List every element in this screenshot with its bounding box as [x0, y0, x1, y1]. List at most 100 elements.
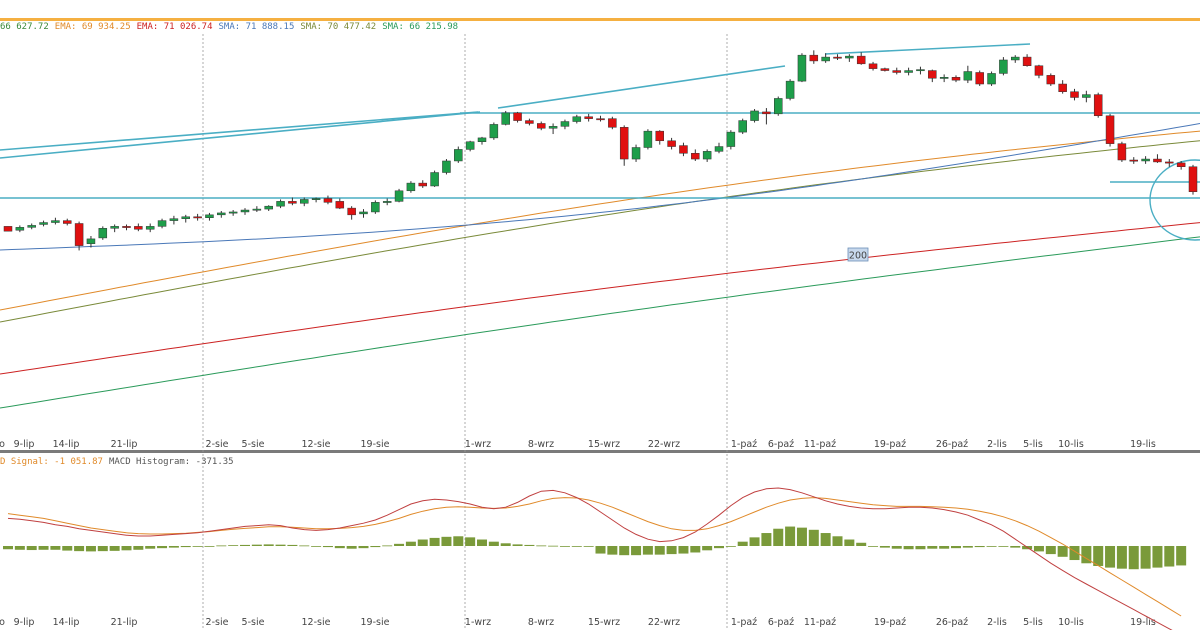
macd-hist-bar-80 [951, 546, 961, 549]
candle-body-69 [821, 56, 830, 62]
macd-hist-bar-14 [168, 546, 179, 548]
macd-hist-bar-74 [879, 546, 890, 548]
macd-hist-bar-8 [97, 546, 108, 552]
candle-body-35 [418, 182, 427, 187]
candle-body-18 [217, 212, 226, 216]
candle-body-8 [98, 228, 108, 239]
candle-body-0 [3, 226, 13, 232]
macd-hist-bar-24 [287, 544, 298, 546]
trend-line-2 [497, 65, 786, 109]
candle-body-87 [1034, 65, 1044, 76]
candle-body-84 [999, 59, 1008, 74]
macd-hist-bar-58 [690, 546, 701, 553]
candle-body-67 [797, 54, 807, 82]
macd-x-tick-label-8: 1-wrz [465, 617, 491, 628]
macd-hist-bar-87 [1033, 546, 1044, 552]
macd-hist-bar-57 [678, 546, 689, 554]
candle-body-51 [608, 118, 617, 128]
macd-hist-bar-65 [773, 528, 784, 546]
macd-hist-bar-29 [346, 546, 357, 549]
candle-body-16 [193, 216, 202, 219]
x-tick-label-1: 9-lip [14, 439, 35, 450]
macd-hist-bar-36 [429, 537, 440, 546]
macd-hist-bar-67 [796, 527, 807, 546]
candle-body-19 [228, 211, 238, 214]
candle-body-33 [394, 190, 404, 202]
macd-hist-bar-5 [62, 546, 73, 551]
macd-x-tick-label-9: 8-wrz [528, 617, 554, 628]
macd-hist-bar-4 [50, 546, 61, 550]
macd-hist-bar-96 [1140, 546, 1151, 569]
candle-body-49 [584, 116, 593, 119]
macd-signal-line [7, 497, 1182, 617]
macd-x-tick-label-12: 1-paź [731, 617, 757, 628]
top-toolbar [0, 0, 1200, 21]
macd-hist-bar-91 [1081, 546, 1092, 564]
legend-item-1: EMA: 69 934.25 [54, 22, 131, 32]
macd-hist-bar-64 [761, 533, 772, 546]
macd-hist-bar-93 [1105, 546, 1116, 568]
macd-hist-bar-17 [204, 546, 215, 547]
macd-legend: D Signal: -1 051.87 MACD Histogram: -371.… [0, 457, 240, 467]
macd-x-tick-label-19: 10-lis [1058, 617, 1084, 628]
macd-hist-bar-55 [654, 546, 665, 555]
candle-body-90 [1070, 91, 1079, 98]
macd-hist-bar-21 [251, 544, 262, 546]
legend-item-5: SMA: 66 215.98 [382, 22, 459, 32]
candle-body-23 [276, 201, 285, 207]
candle-body-55 [655, 130, 664, 142]
macd-hist-bar-34 [405, 541, 416, 546]
macd-hist-bar-73 [868, 546, 879, 547]
candle-body-86 [1022, 56, 1032, 66]
x-tick-label-11: 22-wrz [648, 439, 680, 450]
macd-hist-bar-48 [571, 546, 582, 547]
macd-hist-bar-63 [749, 537, 760, 546]
macd-hist-bar-23 [275, 544, 286, 546]
macd-hist-bar-41 [488, 541, 499, 546]
ma-line-orange [0, 130, 1200, 311]
macd-hist-bar-52 [619, 546, 630, 556]
candle-body-25 [300, 199, 309, 204]
candle-body-32 [382, 201, 392, 203]
macd-hist-bar-69 [820, 533, 831, 546]
macd-hist-bar-88 [1045, 546, 1056, 555]
ma-200-badge [847, 247, 869, 262]
candle-body-80 [951, 77, 961, 81]
candle-body-10 [122, 226, 131, 228]
candle-body-66 [785, 80, 795, 99]
macd-hist-bar-54 [642, 546, 653, 555]
candle-body-39 [465, 141, 475, 150]
trend-line-1 [0, 111, 479, 151]
candle-body-29 [347, 207, 356, 216]
macd-legend-item-1: MACD Histogram: -371.35 [108, 457, 234, 467]
candle-body-14 [169, 218, 179, 221]
macd-hist-bar-39 [465, 537, 476, 546]
macd-hist-bar-43 [512, 544, 523, 546]
candle-body-9 [110, 226, 119, 229]
candle-body-56 [667, 140, 676, 147]
candle-body-64 [762, 111, 771, 115]
candle-body-40 [477, 137, 487, 142]
candle-body-24 [288, 201, 297, 204]
macd-hist-bar-46 [548, 545, 559, 547]
candle-body-43 [513, 112, 522, 121]
x-tick-label-19: 10-lis [1058, 439, 1084, 450]
candle-body-11 [134, 226, 143, 230]
macd-hist-bar-98 [1164, 546, 1175, 567]
panel-divider[interactable] [0, 450, 1200, 453]
macd-hist-bar-35 [417, 539, 428, 546]
macd-hist-bar-37 [441, 536, 452, 546]
ma-200-label: 200 [849, 251, 867, 262]
candle-body-37 [442, 160, 451, 173]
macd-hist-bar-16 [192, 546, 203, 547]
macd-hist-bar-20 [240, 544, 250, 546]
macd-hist-bar-75 [891, 546, 902, 549]
x-tick-label-3: 21-lip [111, 439, 138, 450]
macd-x-tick-label-3: 21-lip [111, 617, 138, 628]
macd-hist-bar-10 [121, 546, 132, 551]
macd-x-tick-label-5: 5-sie [242, 617, 265, 628]
macd-hist-bar-60 [714, 546, 724, 549]
macd-line [7, 487, 1173, 630]
macd-hist-bar-66 [785, 526, 796, 546]
